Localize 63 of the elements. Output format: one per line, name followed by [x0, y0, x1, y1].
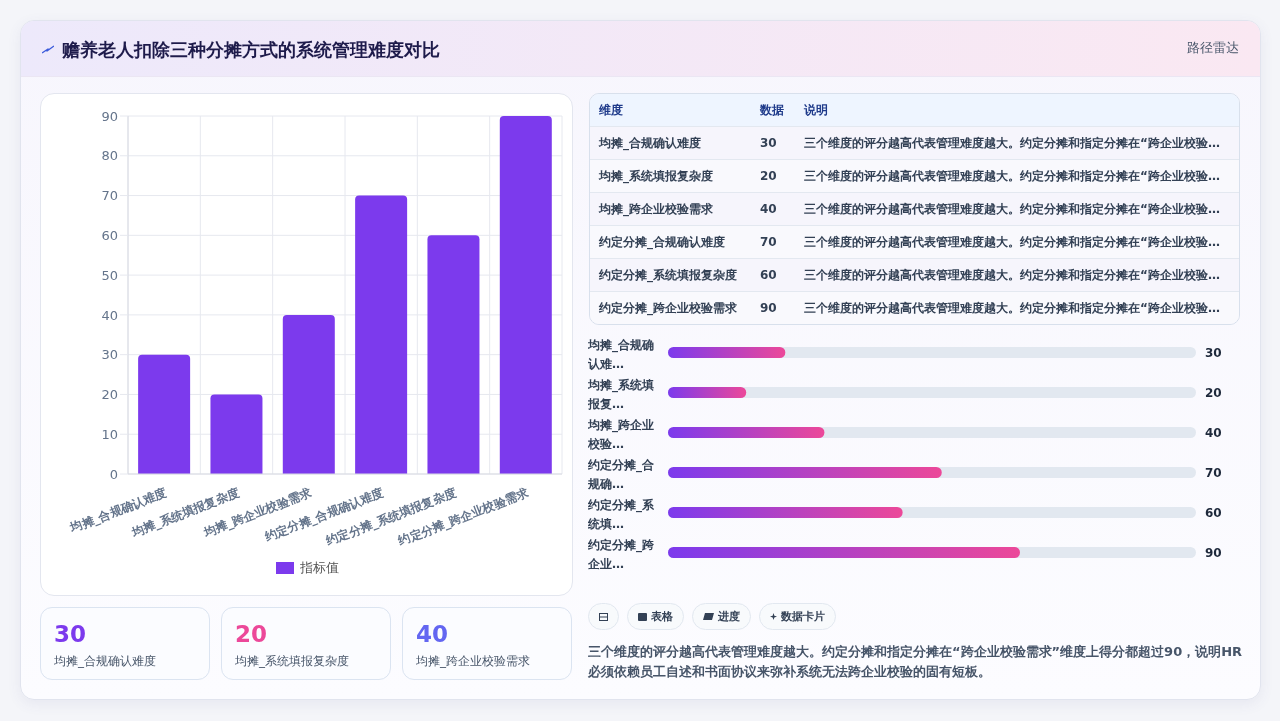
data-label: 30 — [751, 126, 795, 160]
bar — [499, 116, 552, 474]
y-tick-label: 0 — [109, 466, 118, 482]
text: 三个维度的评分越高代表管理难度越大。约定分摊和指定分摊在“跨企业校验… — [795, 258, 1239, 292]
data-label: 90 — [1205, 545, 1222, 560]
y-tick-label: 40 — [101, 307, 118, 323]
category-label: 约定分摊_系统填报复杂度 — [590, 258, 751, 292]
data-label: 40 — [416, 620, 449, 648]
y-tick-label: 70 — [101, 188, 118, 204]
bar — [210, 394, 263, 474]
category-label: 均摊_跨企业校验需求 — [590, 192, 751, 226]
chart-title: 赡养老人扣除三种分摊方式的系统管理难度对比 — [62, 38, 440, 62]
data-label: 60 — [1205, 505, 1222, 520]
data-label: 90 — [751, 291, 795, 324]
y-tick-label: 90 — [101, 108, 118, 124]
data-label: 30 — [54, 620, 87, 648]
bar — [355, 195, 408, 474]
legend-label: 指标值 — [300, 559, 339, 577]
category-label: 均摊_合规确认难度 — [590, 126, 751, 160]
category-label: 均摊_合规确认难度 — [54, 653, 157, 670]
y-tick-label: 约定分摊_跨企业… — [587, 538, 655, 571]
text: 路径雷达 — [1187, 39, 1239, 57]
y-tick-label: 60 — [101, 227, 118, 243]
data-label: 20 — [1205, 385, 1222, 400]
text: 三个维度的评分越高代表管理难度越大。约定分摊和指定分摊在“跨企业校验… — [795, 225, 1239, 259]
bar — [668, 427, 825, 438]
text: 三个维度的评分越高代表管理难度越大。约定分摊和指定分摊在“跨企业校验… — [795, 192, 1239, 226]
category-label: 约定分摊_合规确认难度 — [590, 225, 751, 259]
bar — [668, 387, 747, 398]
data-label: 60 — [751, 258, 795, 292]
bar — [138, 354, 191, 474]
bar — [427, 235, 480, 474]
category-label: 约定分摊_跨企业校验需求 — [590, 291, 751, 324]
y-tick-label: 10 — [101, 426, 118, 442]
text: 进度 — [718, 609, 740, 624]
data-label: 40 — [751, 192, 795, 226]
category-label: 均摊_跨企业校验需求 — [416, 653, 531, 670]
text: 三个维度的评分越高代表管理难度越大。约定分摊和指定分摊在“跨企业校验… — [795, 126, 1239, 160]
y-tick-label: 均摊_跨企业校验… — [587, 418, 654, 451]
data-label: 70 — [1205, 465, 1222, 480]
y-tick-label: 约定分摊_合规确… — [587, 458, 655, 491]
y-tick-label: 20 — [101, 387, 118, 403]
data-label: 20 — [751, 159, 795, 193]
data-label: 30 — [1205, 345, 1222, 360]
data-label: 20 — [235, 620, 268, 648]
category-label: 均摊_系统填报复杂度 — [235, 653, 350, 670]
bar — [282, 314, 335, 474]
bar — [668, 347, 786, 358]
y-tick-label: 均摊_合规确认难… — [587, 338, 654, 371]
text: 三个维度的评分越高代表管理难度越大。约定分摊和指定分摊在“跨企业校验… — [795, 159, 1239, 193]
data-label: 40 — [1205, 425, 1222, 440]
text: 表格 — [651, 609, 673, 624]
y-tick-label: 均摊_系统填报复… — [587, 378, 654, 411]
category-label: 均摊_系统填报复杂度 — [590, 159, 751, 193]
text: 三个维度的评分越高代表管理难度越大。约定分摊和指定分摊在“跨企业校验需求”维度上得分都超过90，说明HR必须依赖员工自述和书面协议来弥补系统无法跨企业校验的固有短板。 — [588, 643, 1243, 681]
data-label: 70 — [751, 225, 795, 259]
y-tick-label: 50 — [101, 267, 118, 283]
table-header: 维度 数据 说明 — [590, 94, 1239, 127]
text: 数据卡片 — [781, 609, 825, 624]
text: 三个维度的评分越高代表管理难度越大。约定分摊和指定分摊在“跨企业校验… — [795, 291, 1239, 324]
y-tick-label: 80 — [101, 148, 118, 164]
y-tick-label: 约定分摊_系统填… — [587, 498, 655, 531]
y-tick-label: 30 — [101, 347, 118, 363]
